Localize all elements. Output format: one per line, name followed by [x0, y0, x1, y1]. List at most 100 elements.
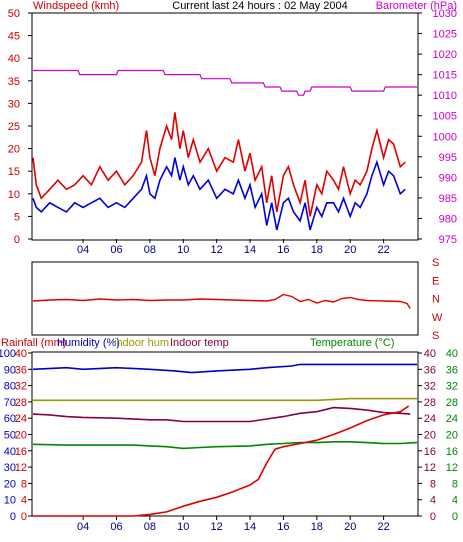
windspeed-tick-label: 0: [14, 234, 20, 246]
windspeed-tick-label: 25: [8, 121, 20, 133]
percent-tick-label: 80: [4, 381, 16, 393]
barometer-tick-label: 995: [439, 152, 457, 164]
temp-tick-label: 28: [446, 397, 458, 409]
temp-tick-label: 24: [446, 413, 458, 425]
barometer-tick-label: 1030: [433, 8, 457, 20]
percent-tick-label: 60: [4, 413, 16, 425]
windspeed-tick-label: 5: [14, 211, 20, 223]
humidity-label: Humidity (%): [57, 337, 120, 349]
temp-tick-label: 4: [452, 495, 458, 507]
indoor-temp-tick-label: 20: [424, 430, 436, 442]
chart-marks: 0510152025303540455097598098599099510001…: [0, 8, 458, 533]
time-tick-label: 22: [377, 521, 389, 533]
direction-tick-label: N: [432, 294, 440, 306]
temp-tick-label: 40: [446, 348, 458, 360]
percent-tick-label: 10: [4, 495, 16, 507]
percent-tick-label: 40: [4, 446, 16, 458]
rain-tick-label: 20: [15, 430, 27, 442]
time-tick-label: 16: [277, 244, 289, 256]
barometer-tick-label: 985: [439, 193, 457, 205]
time-tick-label: 12: [211, 244, 223, 256]
temp-tick-label: 32: [446, 381, 458, 393]
time-tick-label: 18: [311, 244, 323, 256]
barometer-tick-label: 1005: [433, 111, 457, 123]
time-tick-label: 18: [311, 521, 323, 533]
time-tick-label: 06: [110, 244, 122, 256]
time-tick-label: 14: [244, 521, 256, 533]
barometer-tick-label: 1020: [433, 49, 457, 61]
wind-direction-line: [32, 293, 411, 309]
rainfall-line: [33, 405, 410, 517]
windspeed-tick-label: 10: [8, 189, 20, 201]
rain-tick-label: 24: [15, 413, 27, 425]
temp-tick-label: 12: [446, 462, 458, 474]
time-tick-label: 12: [211, 521, 223, 533]
indoor-temp-tick-label: 24: [424, 413, 436, 425]
barometer-axis-label: Barometer (hPa): [376, 0, 457, 12]
windspeed-tick-label: 50: [8, 8, 20, 20]
barometer-tick-label: 1015: [433, 70, 457, 82]
wind-gust-line: [32, 112, 406, 217]
temp-tick-label: 20: [446, 430, 458, 442]
time-tick-label: 22: [377, 244, 389, 256]
humidity-line: [32, 363, 417, 374]
windspeed-axis-label: Windspeed (kmh): [33, 0, 119, 12]
rain-humidity-temp-plot-frame: [31, 351, 419, 517]
percent-tick-label: 70: [4, 397, 16, 409]
percent-tick-label: 20: [4, 478, 16, 490]
temp-tick-label: 16: [446, 446, 458, 458]
time-tick-label: 20: [344, 244, 356, 256]
direction-tick-label: E: [432, 275, 439, 287]
time-tick-label: 10: [177, 521, 189, 533]
barometer-tick-label: 990: [439, 172, 457, 184]
indoor-temp-tick-label: 8: [430, 478, 436, 490]
time-tick-label: 08: [144, 244, 156, 256]
wind-direction-plot-frame: [31, 261, 419, 336]
time-tick-label: 20: [344, 521, 356, 533]
temperature-label: Temperature (°C): [310, 337, 394, 349]
time-tick-label: 04: [77, 244, 89, 256]
rain-tick-label: 16: [15, 446, 27, 458]
percent-tick-label: 50: [4, 430, 16, 442]
chart-title: Current last 24 hours : 02 May 2004: [172, 0, 347, 12]
time-tick-label: 04: [77, 521, 89, 533]
barometer-tick-label: 1025: [433, 29, 457, 41]
indoor-temp-tick-label: 12: [424, 462, 436, 474]
barometer-tick-label: 1000: [433, 131, 457, 143]
time-tick-label: 06: [110, 521, 122, 533]
windspeed-tick-label: 20: [8, 144, 20, 156]
temp-tick-label: 8: [452, 478, 458, 490]
percent-tick-label: 0: [10, 511, 16, 523]
indoor-temp-tick-label: 28: [424, 397, 436, 409]
time-tick-label: 16: [277, 521, 289, 533]
windspeed-tick-label: 15: [8, 166, 20, 178]
rain-tick-label: 0: [21, 511, 27, 523]
indoor-temp-line: [32, 406, 411, 423]
direction-tick-label: S: [432, 330, 439, 342]
barometer-tick-label: 1010: [433, 90, 457, 102]
barometer-tick-label: 980: [439, 213, 457, 225]
indoor-temp-tick-label: 40: [424, 348, 436, 360]
percent-tick-label: 90: [4, 364, 16, 376]
temp-tick-label: 36: [446, 364, 458, 376]
percent-tick-label: 100: [0, 348, 16, 360]
indoor-temp-label: Indoor temp: [170, 337, 229, 349]
time-tick-label: 14: [244, 244, 256, 256]
barometer-tick-label: 975: [439, 234, 457, 246]
temp-tick-label: 0: [452, 511, 458, 523]
rain-tick-label: 36: [15, 364, 27, 376]
windspeed-tick-label: 40: [8, 53, 20, 65]
rain-tick-label: 4: [21, 495, 27, 507]
indoor-temp-tick-label: 0: [430, 511, 436, 523]
indoor-humidity-line: [33, 397, 417, 402]
temperature-line: [32, 441, 418, 450]
indoor-temp-tick-label: 4: [430, 495, 436, 507]
time-tick-label: 08: [144, 521, 156, 533]
direction-tick-label: W: [432, 312, 443, 324]
wind-average-line: [32, 157, 406, 231]
rain-tick-label: 8: [21, 478, 27, 490]
windspeed-tick-label: 45: [8, 31, 20, 43]
rain-tick-label: 12: [15, 462, 27, 474]
indoor-temp-tick-label: 36: [424, 364, 436, 376]
